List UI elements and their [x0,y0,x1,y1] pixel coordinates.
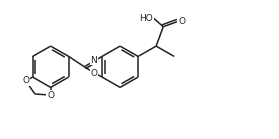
Text: N: N [90,56,97,65]
Text: HO: HO [139,13,153,23]
Text: O: O [178,17,185,26]
Text: O: O [90,69,98,78]
Text: O: O [22,76,29,85]
Text: O: O [47,91,54,100]
